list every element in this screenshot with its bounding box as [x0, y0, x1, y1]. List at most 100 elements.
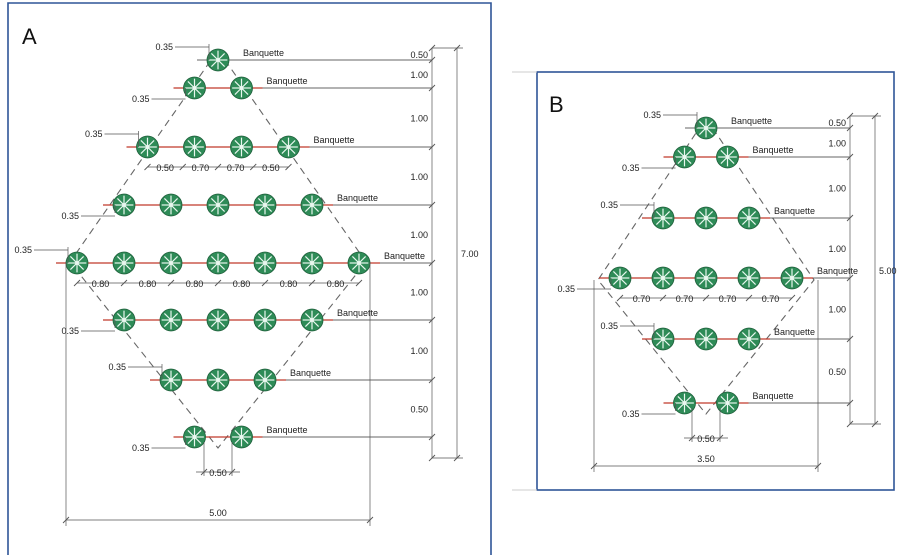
offset-dimension: 0.35	[622, 163, 640, 173]
shrub-plant	[694, 116, 718, 140]
spacing-value: 0.70	[633, 294, 651, 304]
spacing-value: 0.70	[227, 163, 245, 173]
spacing-value: 0.50	[262, 163, 280, 173]
offset-dimension: 0.35	[600, 321, 618, 331]
offset-dimension: 0.35	[643, 110, 661, 120]
vertical-interval-value: 1.00	[828, 305, 846, 315]
vertical-interval-value: 0.50	[410, 405, 428, 415]
offset-dimension: 0.35	[61, 211, 79, 221]
banquette-label: Banquette	[267, 425, 308, 435]
base-gap-value: 0.50	[209, 468, 227, 478]
total-height-value: 7.00	[461, 249, 479, 259]
spacing-value: 0.80	[280, 279, 298, 289]
banquette-label: Banquette	[774, 206, 815, 216]
diamond-outline	[597, 117, 815, 415]
panel-b-drawing: Banquette 0.35 Banquette 0.35 Banquette 0.35 B…	[557, 110, 897, 472]
shrub-plant	[737, 327, 761, 351]
shrub-plant	[230, 135, 253, 159]
offset-dimension: 0.35	[155, 42, 173, 52]
offset-dimension: 0.35	[622, 409, 640, 419]
spacing-value: 0.70	[192, 163, 210, 173]
shrub-plant	[206, 308, 230, 332]
shrub-plant	[737, 266, 761, 290]
shrub-plant	[780, 266, 804, 290]
vertical-interval-value: 1.00	[828, 184, 846, 194]
offset-dimension: 0.35	[108, 362, 126, 372]
offset-dimension: 0.35	[132, 443, 150, 453]
banquette-label: Banquette	[753, 391, 794, 401]
spacing-value: 0.80	[327, 279, 345, 289]
shrub-plant	[159, 251, 183, 275]
spacing-value: 0.80	[233, 279, 251, 289]
shrub-plant	[694, 206, 718, 230]
shrub-plant	[651, 327, 675, 351]
spacing-value: 0.80	[139, 279, 157, 289]
shrub-plant	[183, 76, 206, 100]
base-gap-value: 0.50	[697, 434, 715, 444]
shrub-plant	[300, 251, 324, 275]
shrub-plant	[347, 251, 371, 275]
vertical-interval-value: 1.00	[410, 230, 428, 240]
offset-dimension: 0.35	[132, 94, 150, 104]
shrub-plant	[230, 76, 253, 100]
banquette-label: Banquette	[753, 145, 794, 155]
shrub-plant	[159, 308, 183, 332]
shrub-plant	[183, 135, 206, 159]
shrub-plant	[206, 251, 230, 275]
banquette-label: Banquette	[290, 368, 331, 378]
panel-b-label: B	[549, 92, 564, 117]
shrub-plant	[673, 145, 696, 169]
shrub-plant	[300, 193, 324, 217]
diamond-outline	[69, 49, 367, 449]
shrub-plant	[206, 368, 230, 392]
panel-a-label: A	[22, 24, 37, 49]
shrub-plant	[230, 425, 253, 449]
vertical-interval-value: 1.00	[828, 139, 846, 149]
vertical-interval-value: 1.00	[410, 346, 428, 356]
total-height-value: 5.00	[879, 266, 897, 276]
vertical-interval-value: 0.50	[828, 118, 846, 128]
shrub-plant	[673, 391, 696, 415]
spacing-value: 0.80	[92, 279, 110, 289]
offset-dimension: 0.35	[14, 245, 32, 255]
shrub-plant	[253, 308, 277, 332]
banquette-label: Banquette	[337, 193, 378, 203]
shrub-plant	[112, 251, 136, 275]
shrub-plant	[716, 391, 739, 415]
shrub-plant	[112, 308, 136, 332]
shrub-plant	[737, 206, 761, 230]
total-width-value: 3.50	[697, 454, 715, 464]
shrub-plant	[65, 251, 89, 275]
shrub-plant	[694, 266, 718, 290]
shrub-plant	[206, 48, 230, 72]
shrub-plant	[651, 266, 675, 290]
banquette-label: Banquette	[314, 135, 355, 145]
shrub-plant	[608, 266, 632, 290]
banquette-label: Banquette	[384, 251, 425, 261]
shrub-plant	[253, 193, 277, 217]
offset-dimension: 0.35	[61, 326, 79, 336]
banquette-label: Banquette	[774, 327, 815, 337]
banquette-label: Banquette	[243, 48, 284, 58]
banquette-label: Banquette	[337, 308, 378, 318]
spacing-value: 0.50	[156, 163, 174, 173]
banquette-label: Banquette	[817, 266, 858, 276]
shrub-plant	[716, 145, 739, 169]
shrub-plant	[253, 368, 277, 392]
vertical-interval-value: 1.00	[410, 288, 428, 298]
shrub-plant	[253, 251, 277, 275]
vertical-interval-value: 1.00	[828, 244, 846, 254]
shrub-plant	[159, 193, 183, 217]
offset-dimension: 0.35	[557, 284, 575, 294]
vertical-interval-value: 1.00	[410, 172, 428, 182]
vertical-interval-value: 1.00	[410, 70, 428, 80]
banquette-label: Banquette	[731, 116, 772, 126]
shrub-plant	[183, 425, 206, 449]
shrub-plant	[159, 368, 183, 392]
vertical-interval-value: 0.50	[410, 50, 428, 60]
spacing-value: 0.80	[186, 279, 204, 289]
spacing-value: 0.70	[676, 294, 694, 304]
shrub-plant	[112, 193, 136, 217]
vertical-interval-value: 0.50	[828, 367, 846, 377]
